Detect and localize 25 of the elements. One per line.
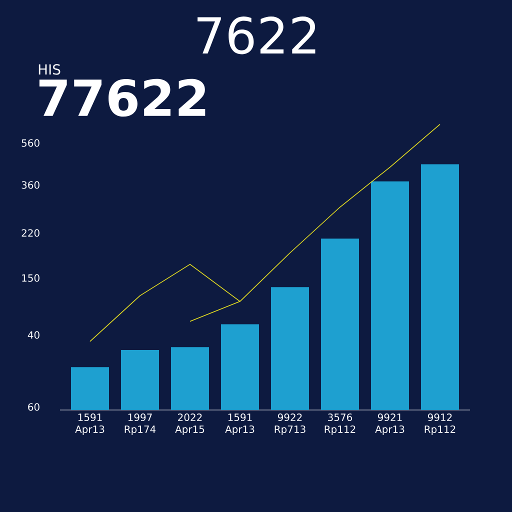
bar (71, 367, 109, 410)
x-tick-label: 1997 Rp174 (124, 414, 156, 435)
x-tick-label: 1591 Apr13 (225, 414, 254, 435)
bar (121, 350, 159, 410)
text: 150 (22, 274, 40, 282)
text: 220 (22, 229, 40, 237)
chart-title: 77622 (39, 78, 206, 117)
bar (370, 181, 409, 410)
x-tick-label: 9921 Apr13 (375, 414, 404, 435)
text: 60 (28, 403, 40, 411)
text: 40 (28, 331, 40, 339)
x-tick-label: 2022 Apr15 (175, 414, 204, 435)
text: 360 (22, 181, 40, 189)
x-tick-label: 1591 Apr13 (75, 414, 104, 435)
text: 7622 (198, 16, 316, 54)
chart-subtitle: HIS (38, 64, 60, 75)
x-tick-label: 9922 Rp713 (274, 414, 306, 435)
x-tick-label: 3576 Rp112 (324, 414, 356, 435)
text: 560 (22, 139, 40, 147)
bar (320, 238, 359, 410)
bar (170, 347, 209, 410)
bar (270, 287, 309, 410)
bar (220, 324, 259, 410)
x-tick-label: 9912 Rp112 (424, 414, 456, 435)
bar (420, 164, 459, 410)
